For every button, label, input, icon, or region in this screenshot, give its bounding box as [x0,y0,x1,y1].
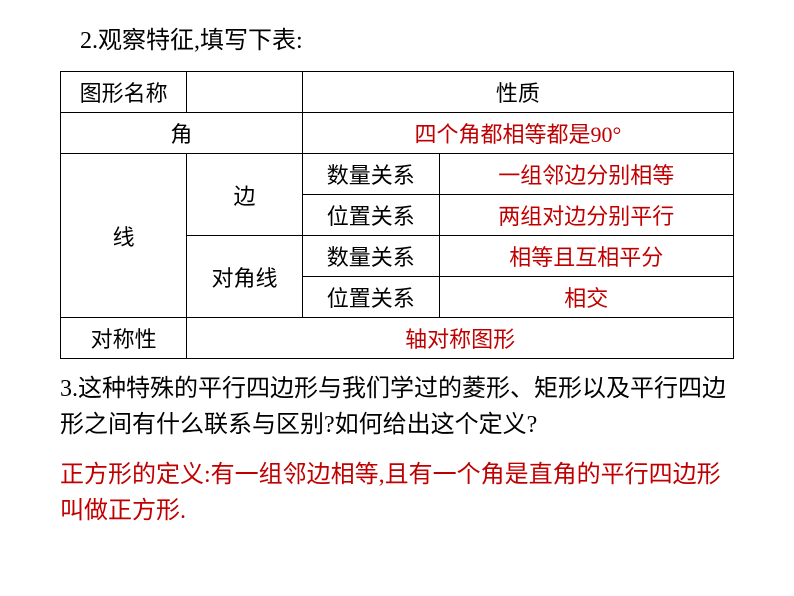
line-label: 线 [61,154,187,318]
side-qty-label: 数量关系 [302,154,439,195]
table-row: 对称性 轴对称图形 [61,318,734,359]
side-label: 边 [187,154,303,236]
square-definition: 正方形的定义:有一组邻边相等,且有一个角是直角的平行四边形叫做正方形. [60,457,734,529]
angle-value: 四个角都相等都是90° [302,113,733,154]
side-pos-value: 两组对边分别平行 [439,195,733,236]
section-title: 2.观察特征,填写下表: [60,20,734,55]
question-3: 3.这种特殊的平行四边形与我们学过的菱形、矩形以及平行四边形之间有什么联系与区别… [60,371,734,443]
diag-pos-label: 位置关系 [302,277,439,318]
header-empty [187,72,303,113]
symmetry-value: 轴对称图形 [187,318,734,359]
symmetry-label: 对称性 [61,318,187,359]
side-pos-label: 位置关系 [302,195,439,236]
page-content: 2.观察特征,填写下表: 图形名称 性质 角 四个角都相等都是90° 线 [0,0,794,529]
side-qty-value: 一组邻边分别相等 [439,154,733,195]
table-row: 线 边 数量关系 一组邻边分别相等 [61,154,734,195]
diagonal-label: 对角线 [187,236,303,318]
diag-qty-label: 数量关系 [302,236,439,277]
table-row: 角 四个角都相等都是90° [61,113,734,154]
angle-label: 角 [61,113,303,154]
diag-pos-value: 相交 [439,277,733,318]
header-shape-name: 图形名称 [61,72,187,113]
diag-qty-value: 相等且互相平分 [439,236,733,277]
header-properties: 性质 [302,72,733,113]
table-row: 图形名称 性质 [61,72,734,113]
properties-table-wrap: 图形名称 性质 角 四个角都相等都是90° 线 边 数量关系 一组邻边分别相等 … [60,71,734,359]
properties-table: 图形名称 性质 角 四个角都相等都是90° 线 边 数量关系 一组邻边分别相等 … [60,71,734,359]
